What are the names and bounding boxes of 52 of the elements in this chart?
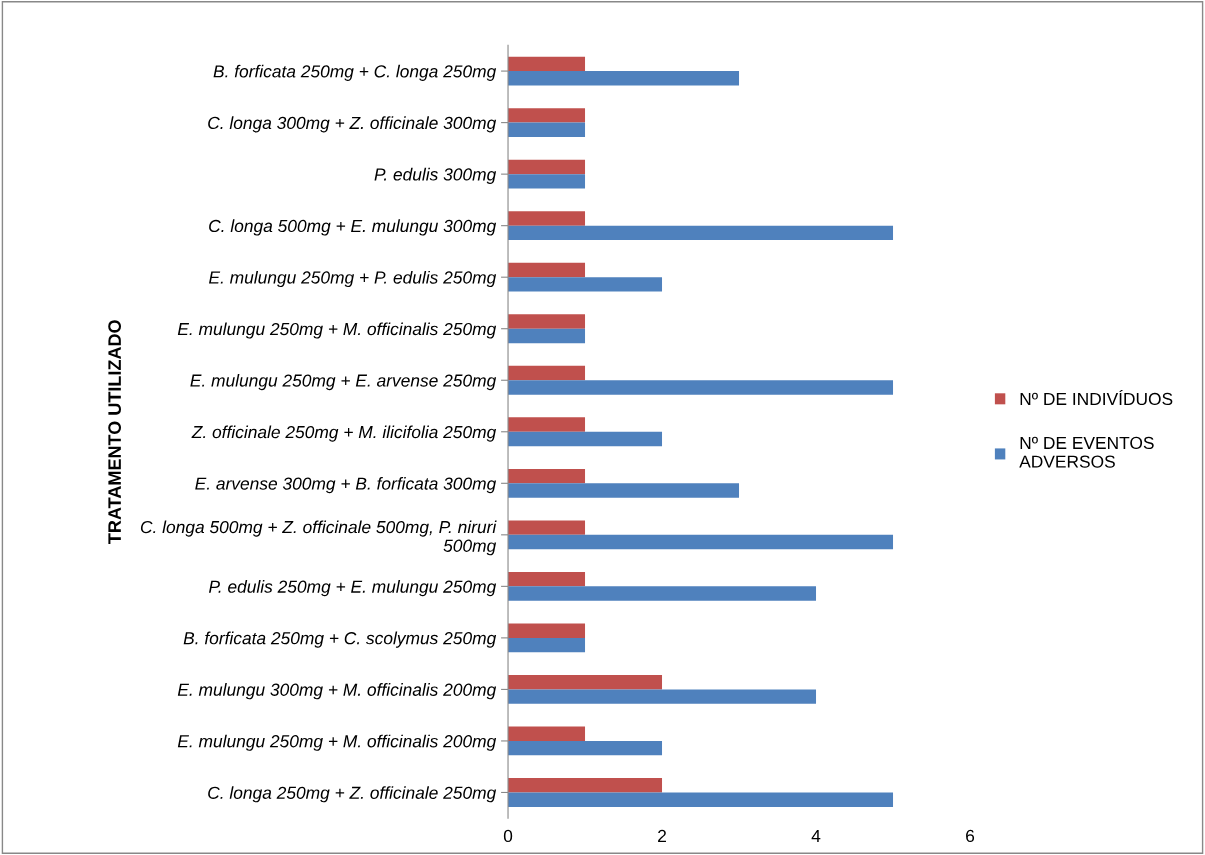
y-tick-label: Z. officinale 250mg + M. ilicifolia 250mg — [191, 425, 497, 442]
y-tick-label: E. mulungu 250mg + P. edulis 250mg — [209, 270, 497, 288]
bar — [508, 225, 894, 241]
bar — [508, 262, 586, 278]
bar — [508, 520, 586, 535]
bar — [508, 534, 894, 550]
y-tick-label: C. longa 300mg + Z. officinale 300mg — [208, 116, 497, 133]
legend-label: Nº DE EVENTOS ADVERSOS — [1019, 436, 1154, 468]
bar — [508, 792, 894, 807]
x-tick-label: 6 — [966, 829, 975, 843]
bar — [508, 623, 586, 638]
bar — [508, 314, 586, 329]
bar — [508, 365, 586, 381]
x-tick-label: 0 — [503, 829, 513, 843]
y-tick-label: E. mulungu 250mg + M. officinalis 200mg — [177, 734, 497, 751]
y-tick-label: C. longa 500mg + E. mulungu 300mg — [209, 219, 497, 236]
bar — [508, 726, 586, 741]
bar — [508, 674, 663, 690]
bar — [508, 380, 894, 395]
bar — [508, 211, 586, 226]
y-tick-label: C. longa 500mg + Z. officinale 500mg, P. niruri 500mg — [140, 520, 497, 556]
bar — [508, 277, 663, 292]
bar — [508, 417, 586, 432]
y-tick-label: B. forficata 250mg + C. longa 250mg — [213, 64, 497, 81]
y-tick-label: C. longa 250mg + Z. officinale 250mg — [208, 786, 497, 803]
y-tick-label: P. edulis 250mg + E. mulungu 250mg — [209, 580, 497, 597]
bar — [508, 468, 586, 484]
bar — [508, 740, 663, 756]
x-tick-label: 4 — [811, 829, 821, 842]
bar — [508, 431, 663, 447]
x-tick-label: 2 — [658, 829, 666, 842]
bar — [508, 689, 817, 704]
bar — [508, 56, 586, 72]
bar — [508, 778, 663, 793]
y-tick-label: E. mulungu 300mg + M. officinalis 200mg — [177, 683, 497, 700]
legend-label: Nº DE INDIVÍDUOS — [1020, 389, 1173, 406]
bar — [508, 483, 740, 498]
bar — [508, 108, 586, 123]
y-tick-label: E. mulungu 250mg + E. arvense 250mg — [190, 373, 497, 391]
y-tick-label: E. mulungu 250mg + M. officinalis 250mg — [177, 322, 497, 339]
bar — [508, 586, 817, 601]
y-tick-label: B. forficata 250mg + C. scolymus 250mg — [183, 631, 497, 648]
bar — [508, 71, 740, 86]
y-tick-label: E. arvense 300mg + B. forficata 300mg — [195, 477, 497, 494]
bar — [508, 174, 586, 189]
bar — [508, 159, 586, 175]
bar — [508, 637, 586, 653]
y-axis-title: TRATAMENTO UTILIZADO — [108, 320, 121, 544]
bar — [508, 328, 586, 344]
bar — [508, 122, 586, 138]
y-tick-label: P. edulis 300mg — [374, 167, 497, 185]
bar — [508, 571, 586, 587]
